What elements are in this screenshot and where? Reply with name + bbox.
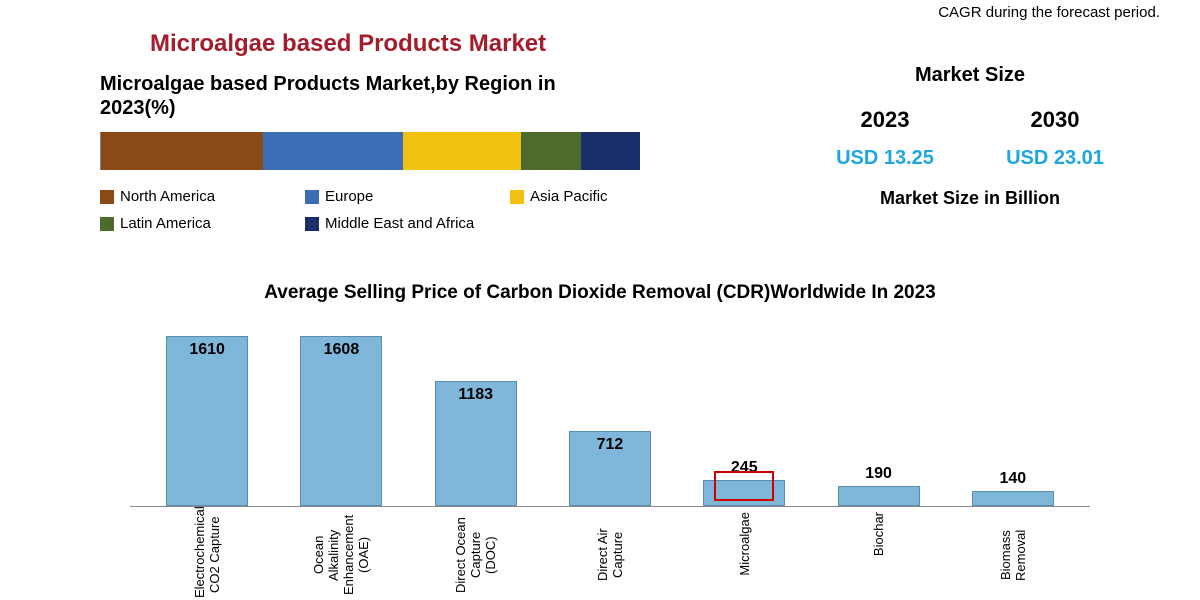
bar: 140 xyxy=(972,491,1054,506)
legend-swatch xyxy=(305,190,319,204)
bar-column: 1183 xyxy=(409,381,543,506)
region-segment xyxy=(521,132,580,170)
region-legend: North America Europe Asia Pacific Latin Ame… xyxy=(100,188,720,232)
bar-value-label: 190 xyxy=(839,465,919,483)
legend-swatch xyxy=(100,217,114,231)
region-segment xyxy=(403,132,522,170)
x-axis-label: Electrochemical CO2 Capture xyxy=(140,512,274,598)
bar-value-label: 1183 xyxy=(436,386,516,404)
cdr-bar-chart: 1610 1608 1183 712 245 190 140 xyxy=(130,322,1090,507)
bar: 190 xyxy=(838,486,920,506)
region-chart-title: Microalgae based Products Market,by Regi… xyxy=(100,72,600,120)
bar-column: 1610 xyxy=(140,336,274,506)
legend-item: Middle East and Africa xyxy=(305,215,510,232)
legend-swatch xyxy=(100,190,114,204)
region-segment xyxy=(101,132,263,170)
region-segment xyxy=(263,132,403,170)
legend-swatch xyxy=(305,217,319,231)
legend-label: Asia Pacific xyxy=(530,188,608,205)
x-axis-label: Microalgae xyxy=(677,512,811,598)
cdr-x-labels: Electrochemical CO2 CaptureOcean Alkalin… xyxy=(130,512,1090,598)
bar-value-label: 1608 xyxy=(301,341,381,359)
x-axis-label: Biochar xyxy=(811,512,945,598)
legend-label: Europe xyxy=(325,188,373,205)
market-size-values: USD 13.25 USD 23.01 xyxy=(800,147,1140,170)
bar: 712 xyxy=(569,431,651,506)
x-axis-label: Biomass Removal xyxy=(946,512,1080,598)
bar-column: 245 xyxy=(677,480,811,506)
market-size-title: Market Size xyxy=(800,64,1140,87)
bar-column: 1608 xyxy=(274,336,408,506)
bar: 245 xyxy=(703,480,785,506)
market-size-panel: Market Size 2023 2030 USD 13.25 USD 23.0… xyxy=(800,64,1140,209)
market-size-year-1: 2030 xyxy=(1031,107,1080,133)
x-axis-label: Ocean Alkalinity Enhancement (OAE) xyxy=(274,512,408,598)
legend-item: Latin America xyxy=(100,215,305,232)
legend-label: Middle East and Africa xyxy=(325,215,474,232)
bar-column: 712 xyxy=(543,431,677,506)
bar-value-label: 140 xyxy=(973,470,1053,488)
bar: 1183 xyxy=(435,381,517,506)
bar-column: 190 xyxy=(811,486,945,506)
legend-item: Europe xyxy=(305,188,510,205)
x-axis-label: Direct Air Capture xyxy=(543,512,677,598)
x-axis-label: Direct Ocean Capture (DOC) xyxy=(409,512,543,598)
market-size-years: 2023 2030 xyxy=(800,107,1140,133)
page-title: Microalgae based Products Market xyxy=(150,30,546,58)
legend-item: Asia Pacific xyxy=(510,188,715,205)
cagr-note: CAGR during the forecast period. xyxy=(938,4,1160,21)
region-stacked-bar xyxy=(100,132,640,170)
bar-column: 140 xyxy=(946,491,1080,506)
legend-label: North America xyxy=(120,188,215,205)
bar: 1608 xyxy=(300,336,382,506)
market-size-val-0: USD 13.25 xyxy=(836,147,934,170)
bar: 1610 xyxy=(166,336,248,506)
bar-value-label: 712 xyxy=(570,436,650,454)
legend-label: Latin America xyxy=(120,215,211,232)
cdr-chart-title: Average Selling Price of Carbon Dioxide … xyxy=(0,282,1200,304)
bar-value-label: 245 xyxy=(704,459,784,477)
bar-value-label: 1610 xyxy=(167,341,247,359)
legend-item: North America xyxy=(100,188,305,205)
market-size-unit: Market Size in Billion xyxy=(800,188,1140,209)
legend-swatch xyxy=(510,190,524,204)
market-size-val-1: USD 23.01 xyxy=(1006,147,1104,170)
region-segment xyxy=(581,132,640,170)
market-size-year-0: 2023 xyxy=(861,107,910,133)
